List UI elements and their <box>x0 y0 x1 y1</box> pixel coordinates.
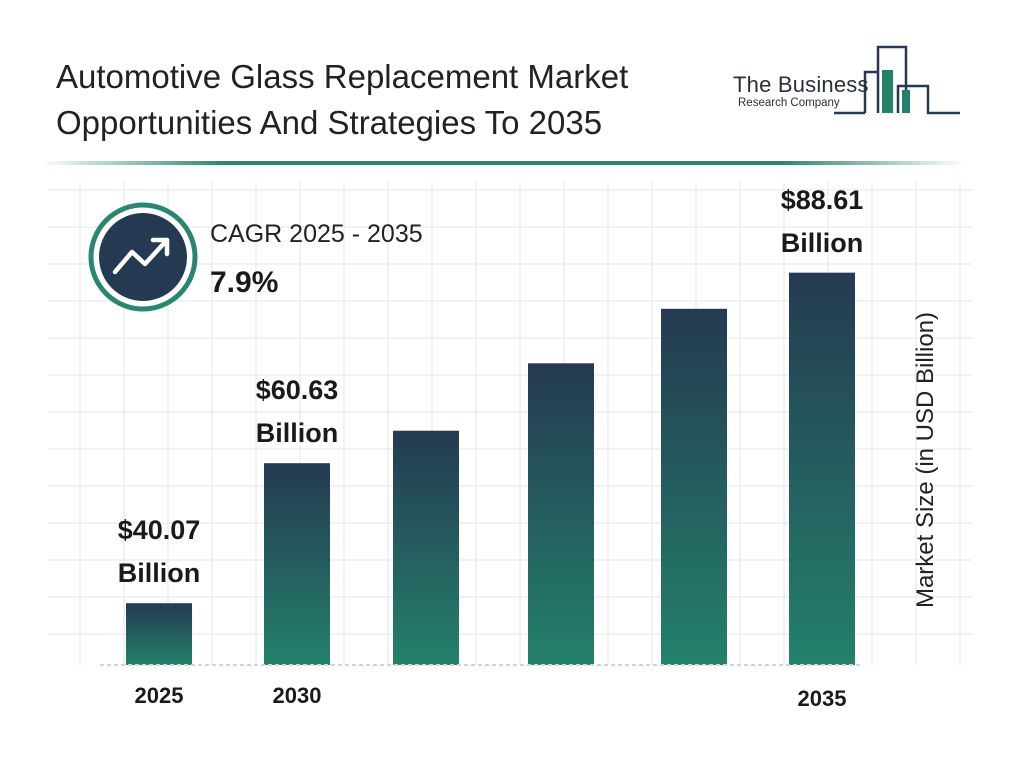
company-logo-icon <box>834 45 960 115</box>
bar-4 <box>661 308 727 665</box>
header-divider <box>40 161 966 165</box>
chart-bars <box>126 272 855 665</box>
cagr-badge <box>88 202 198 312</box>
data-label-amount: $40.07 <box>117 515 201 546</box>
data-label-0: $40.07 Billion <box>79 509 239 595</box>
data-label-amount: $88.61 <box>780 184 864 215</box>
data-label-1: $60.63 Billion <box>217 369 377 455</box>
bar-5 <box>789 272 855 665</box>
title-line-1: Automotive Glass Replacement Market <box>56 58 629 95</box>
trend-up-arrow-icon <box>112 237 170 275</box>
bar-1 <box>264 463 330 665</box>
cagr-label: CAGR 2025 - 2035 <box>210 220 423 248</box>
bar-2 <box>393 430 459 665</box>
logo-name: The Business <box>733 72 869 97</box>
cagr-value: 7.9% <box>210 266 279 299</box>
logo-subname: Research Company <box>738 97 840 109</box>
y-axis-label: Market Size (in USD Billion) <box>912 311 939 609</box>
bar-0 <box>126 603 192 665</box>
bar-3 <box>528 363 594 665</box>
x-tick-label-5: 2035 <box>797 686 847 711</box>
page-title: Automotive Glass Replacement Market Oppo… <box>56 54 736 146</box>
data-label-unit: Billion <box>780 227 864 258</box>
data-label-5: $88.61 Billion <box>742 179 902 265</box>
title-line-2: Opportunities And Strategies To 2035 <box>56 104 603 141</box>
data-label-unit: Billion <box>117 558 201 589</box>
data-label-unit: Billion <box>255 418 339 449</box>
x-tick-label-0: 2025 <box>134 683 184 708</box>
data-label-amount: $60.63 <box>255 375 339 406</box>
x-tick-label-1: 2030 <box>272 683 322 708</box>
